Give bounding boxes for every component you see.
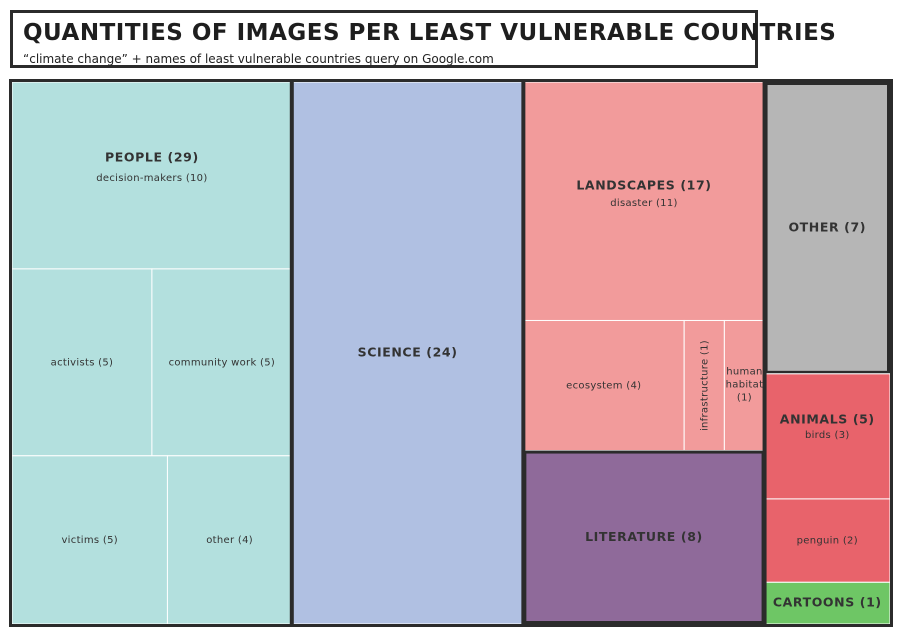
people-other-cell — [166, 455, 293, 625]
treemap-outer-border — [9, 79, 893, 627]
infrastructure-label: infrastructure (1) — [699, 340, 710, 431]
landscapes-ecosystem-cell — [522, 319, 685, 452]
landscapes-infrastructure-cell — [683, 319, 725, 452]
literature-label: LITERATURE (8) — [585, 529, 703, 544]
activists-label: activists (5) — [51, 357, 114, 368]
animals-birds-cell — [764, 373, 891, 500]
science-label: SCIENCE (24) — [358, 345, 458, 360]
people-decision-makers-cell — [11, 81, 293, 270]
people-other-label: other (4) — [206, 535, 253, 546]
animals-label: ANIMALS (5) — [780, 411, 875, 426]
human-habitat-label-line-2: habitat — [726, 380, 764, 391]
chart-subtitle: “climate change” + names of least vulner… — [23, 52, 494, 66]
decision-makers-label: decision-makers (10) — [96, 173, 207, 184]
disaster-label: disaster (11) — [610, 198, 677, 209]
category-literature-area — [522, 450, 766, 625]
landscapes-label: LANDSCAPES (17) — [576, 178, 711, 193]
human-habitat-label-line-3: (1) — [737, 393, 752, 404]
community-work-label: community work (5) — [169, 357, 276, 368]
ecosystem-label: ecosystem (4) — [566, 381, 641, 392]
cartoons-label: CARTOONS (1) — [773, 595, 882, 610]
human-habitat-label-line-1: human — [726, 367, 762, 378]
animals-penguin-cell — [764, 498, 891, 583]
chart-title: QUANTITIES OF IMAGES PER LEAST VULNERABL… — [23, 20, 837, 46]
category-cartoons-area — [764, 581, 891, 625]
people-label: PEOPLE (29) — [105, 150, 199, 165]
birds-label: birds (3) — [805, 430, 850, 441]
penguin-label: penguin (2) — [797, 536, 858, 547]
victims-label: victims (5) — [61, 535, 118, 546]
title-box: QUANTITIES OF IMAGES PER LEAST VULNERABL… — [10, 10, 836, 68]
other-label: OTHER (7) — [788, 219, 866, 234]
